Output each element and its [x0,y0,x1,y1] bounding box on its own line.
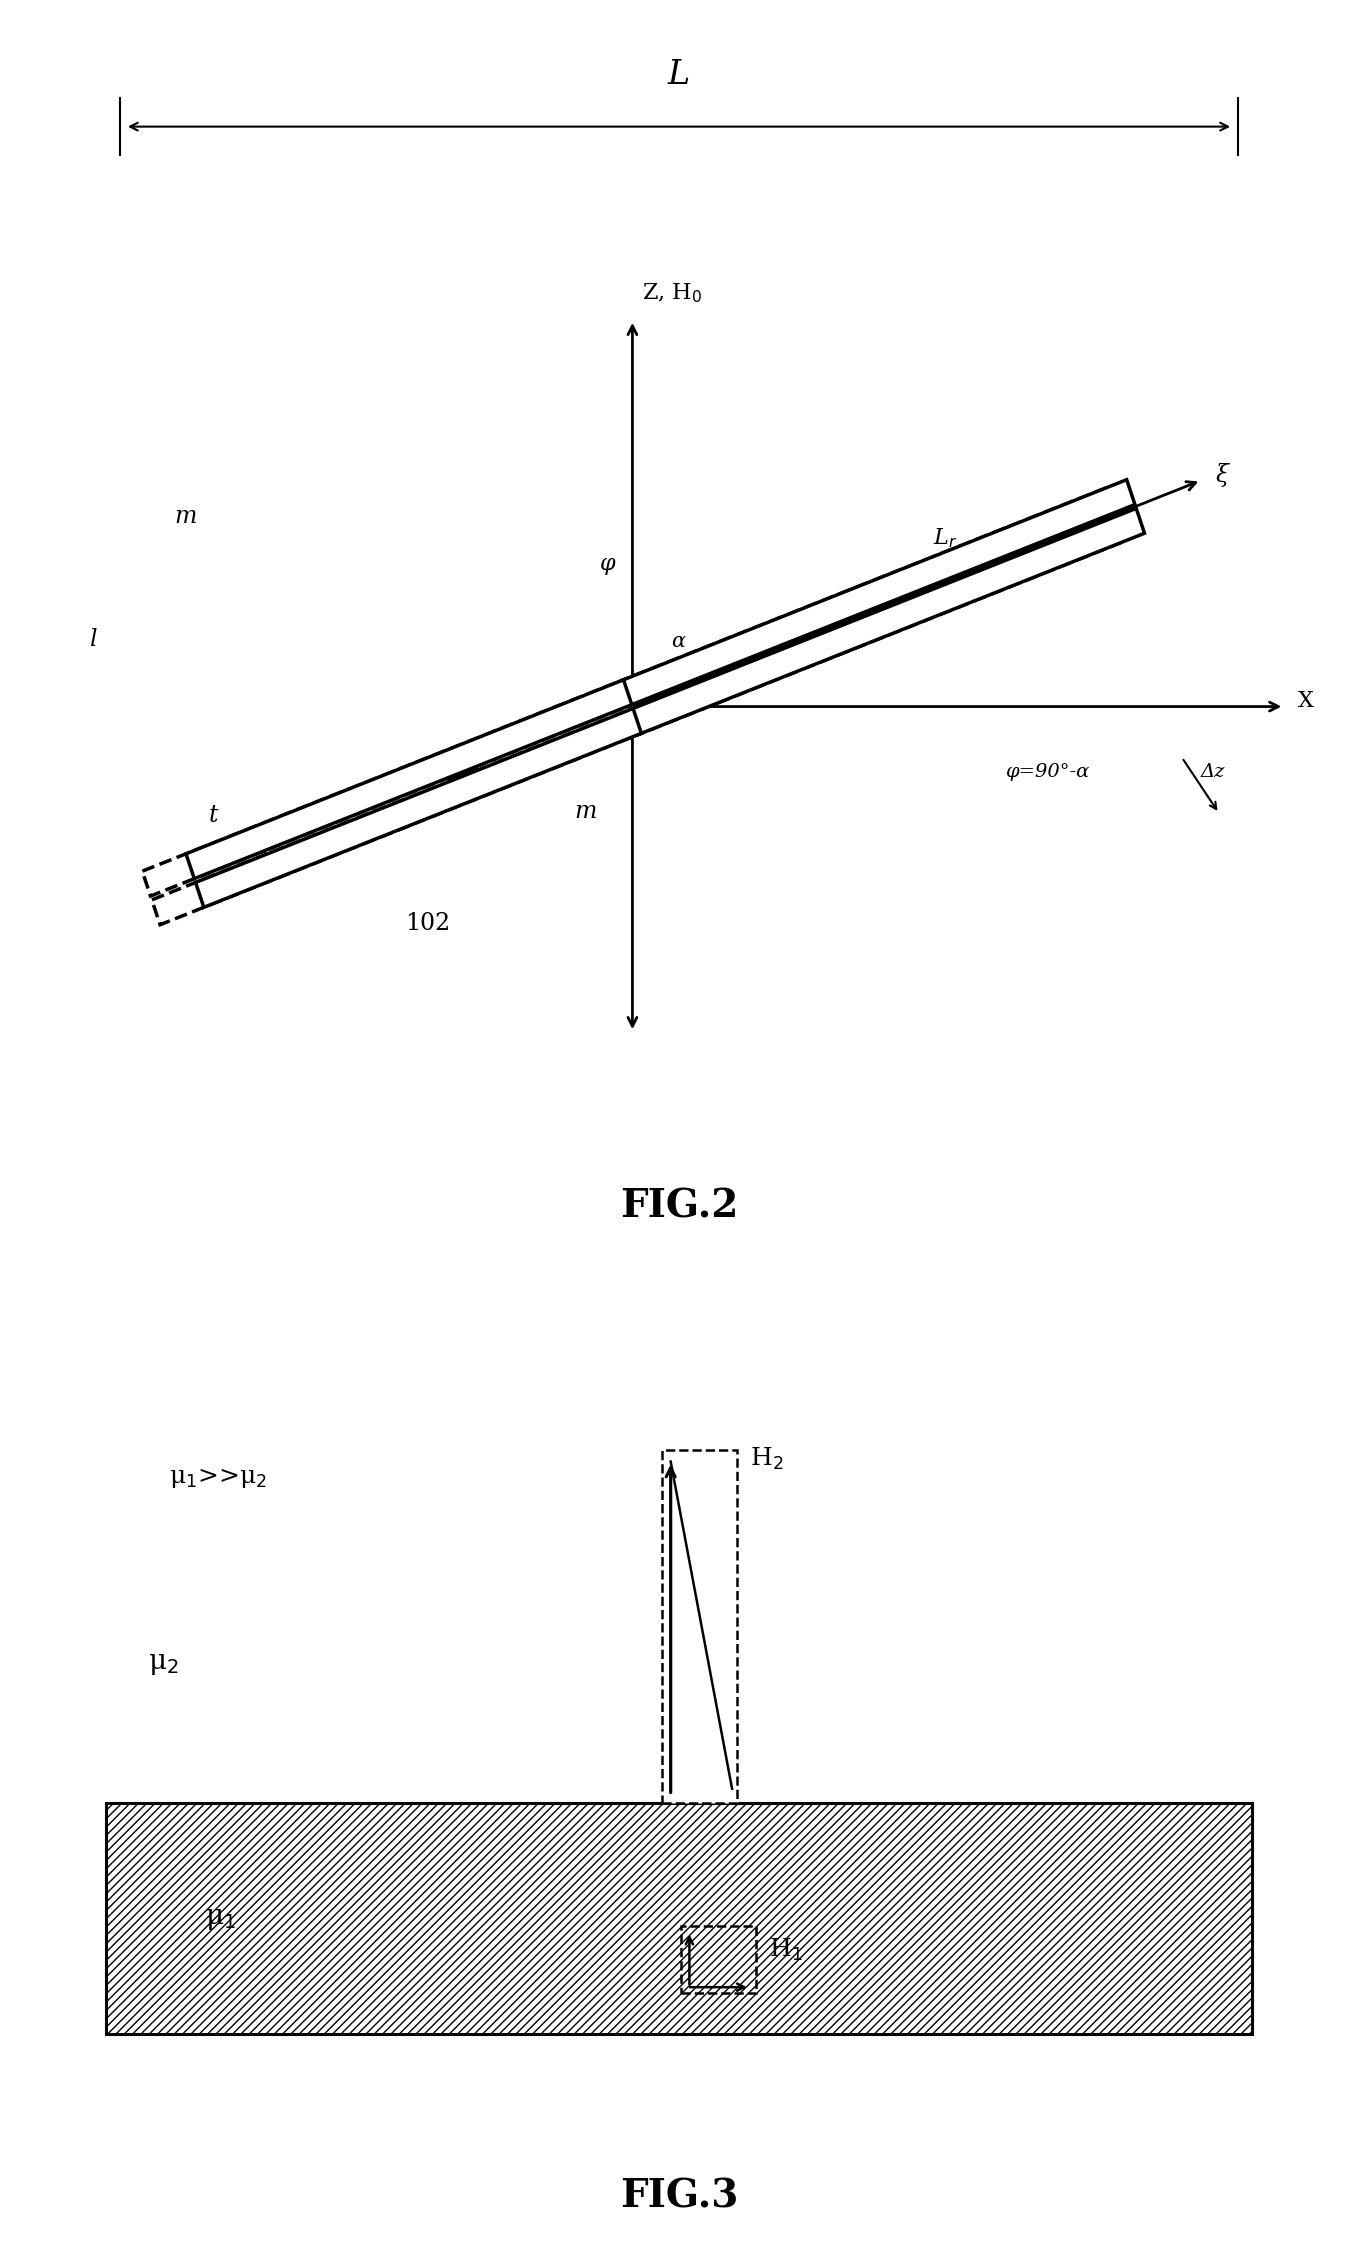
Text: μ$_2$: μ$_2$ [148,1651,179,1678]
Text: m: m [574,800,598,823]
Polygon shape [152,708,641,925]
Text: H$_2$: H$_2$ [750,1445,784,1472]
Text: m: m [174,506,197,529]
Bar [106,1802,1252,2035]
Text: t: t [209,805,219,828]
Bar [682,1926,756,1992]
Text: L: L [668,59,690,90]
Text: L$_r$: L$_r$ [933,527,957,549]
Text: l: l [88,629,96,651]
Text: ξ: ξ [1215,464,1228,488]
Polygon shape [623,488,1114,705]
Text: μ$_1$: μ$_1$ [205,1906,236,1933]
Text: μ$_1$>>μ$_2$: μ$_1$>>μ$_2$ [168,1465,268,1490]
Text: φ: φ [600,554,615,574]
Polygon shape [196,708,641,907]
Bar [663,1452,737,1802]
Text: α: α [672,631,686,651]
Text: 102: 102 [405,913,451,936]
Text: FIG.2: FIG.2 [619,1187,739,1225]
Text: Δz: Δz [1200,762,1225,780]
Text: X: X [1298,690,1315,712]
Polygon shape [633,518,1123,733]
Polygon shape [143,681,631,895]
Text: φ=90°-α: φ=90°-α [1005,762,1089,780]
Bar [106,1802,1252,2035]
Text: FIG.3: FIG.3 [619,2177,739,2216]
Polygon shape [619,479,1135,705]
Polygon shape [629,509,1145,735]
Text: Z, H$_0$: Z, H$_0$ [642,280,702,305]
Polygon shape [186,681,631,880]
Text: H$_1$: H$_1$ [769,1938,803,1963]
